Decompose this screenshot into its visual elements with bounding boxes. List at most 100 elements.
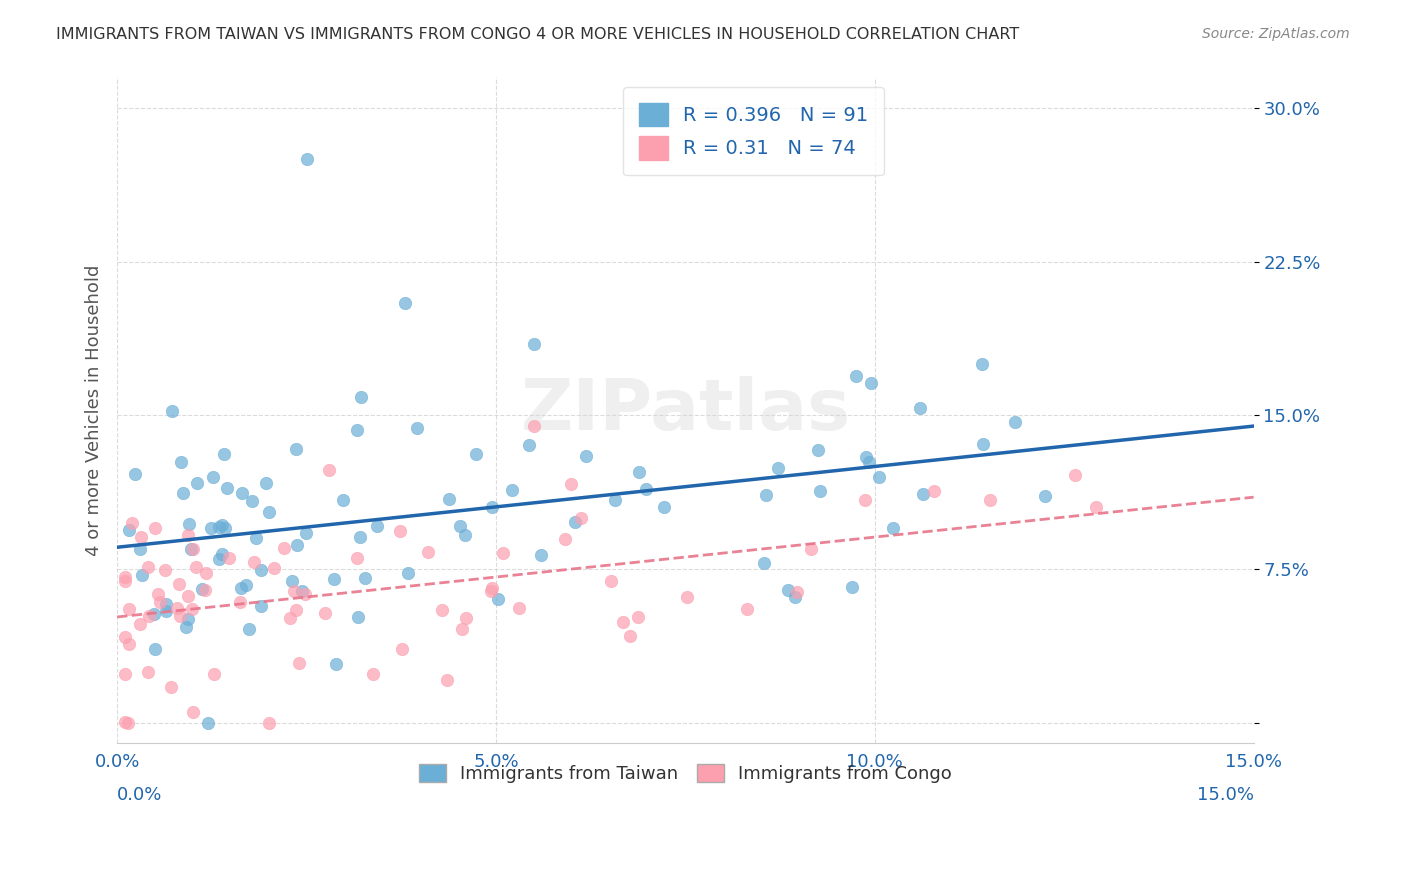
Point — [388, 524, 411, 539]
Point — [172, 486, 194, 500]
Point — [294, 587, 316, 601]
Point — [361, 667, 384, 681]
Point — [211, 547, 233, 561]
Point — [229, 595, 252, 609]
Point — [396, 566, 419, 580]
Point — [451, 622, 474, 636]
Point — [129, 617, 152, 632]
Point — [523, 418, 546, 433]
Point — [786, 584, 808, 599]
Point — [479, 584, 502, 599]
Point — [121, 516, 143, 530]
Point — [179, 516, 201, 531]
Point — [501, 483, 523, 497]
Point — [855, 450, 877, 464]
Point — [143, 521, 166, 535]
Point — [882, 521, 904, 535]
Point — [612, 615, 634, 629]
Point — [554, 533, 576, 547]
Point — [314, 606, 336, 620]
Point — [250, 599, 273, 613]
Point — [155, 597, 177, 611]
Point — [176, 528, 198, 542]
Point — [208, 519, 231, 533]
Point — [766, 461, 789, 475]
Point — [257, 715, 280, 730]
Point — [979, 493, 1001, 508]
Point — [283, 583, 305, 598]
Point — [332, 492, 354, 507]
Point — [783, 591, 806, 605]
Point — [214, 521, 236, 535]
Point — [406, 420, 429, 434]
Point — [291, 583, 314, 598]
Point — [508, 600, 530, 615]
Point — [676, 590, 699, 604]
Point — [800, 541, 823, 556]
Point — [454, 611, 477, 625]
Point — [391, 642, 413, 657]
Point — [860, 376, 883, 391]
Point — [114, 570, 136, 584]
Point — [295, 525, 318, 540]
Point — [136, 665, 159, 679]
Point — [169, 608, 191, 623]
Point — [492, 546, 515, 560]
Point — [845, 369, 868, 384]
Point — [858, 455, 880, 469]
Point — [263, 561, 285, 575]
Point — [191, 582, 214, 597]
Point — [347, 610, 370, 624]
Point — [1085, 500, 1108, 514]
Point — [807, 443, 830, 458]
Point — [181, 706, 204, 720]
Point — [575, 449, 598, 463]
Point — [114, 714, 136, 729]
Point — [273, 541, 295, 555]
Point — [523, 336, 546, 351]
Text: 0.0%: 0.0% — [117, 786, 163, 805]
Point — [285, 538, 308, 552]
Point — [218, 550, 240, 565]
Point — [778, 583, 800, 598]
Point — [166, 601, 188, 615]
Text: Source: ZipAtlas.com: Source: ZipAtlas.com — [1202, 27, 1350, 41]
Point — [486, 592, 509, 607]
Point — [912, 487, 935, 501]
Point — [636, 482, 658, 496]
Point — [318, 463, 340, 477]
Point — [281, 574, 304, 589]
Point — [808, 483, 831, 498]
Point — [129, 530, 152, 544]
Point — [560, 477, 582, 491]
Point — [238, 623, 260, 637]
Point — [278, 611, 301, 625]
Point — [231, 486, 253, 500]
Point — [346, 550, 368, 565]
Point — [605, 492, 627, 507]
Point — [118, 637, 141, 651]
Point — [155, 603, 177, 617]
Point — [394, 295, 416, 310]
Point — [436, 673, 458, 687]
Point — [159, 680, 181, 694]
Point — [202, 666, 225, 681]
Point — [754, 556, 776, 570]
Point — [288, 656, 311, 670]
Y-axis label: 4 or more Vehicles in Household: 4 or more Vehicles in Household — [86, 265, 103, 556]
Point — [194, 583, 217, 598]
Point — [243, 555, 266, 569]
Point — [146, 587, 169, 601]
Point — [177, 612, 200, 626]
Point — [118, 524, 141, 538]
Point — [174, 620, 197, 634]
Point — [250, 563, 273, 577]
Point — [186, 559, 208, 574]
Point — [755, 487, 778, 501]
Point — [432, 603, 454, 617]
Point — [454, 528, 477, 542]
Point — [481, 581, 503, 595]
Text: ZIPatlas: ZIPatlas — [520, 376, 851, 445]
Point — [349, 530, 371, 544]
Point — [464, 447, 486, 461]
